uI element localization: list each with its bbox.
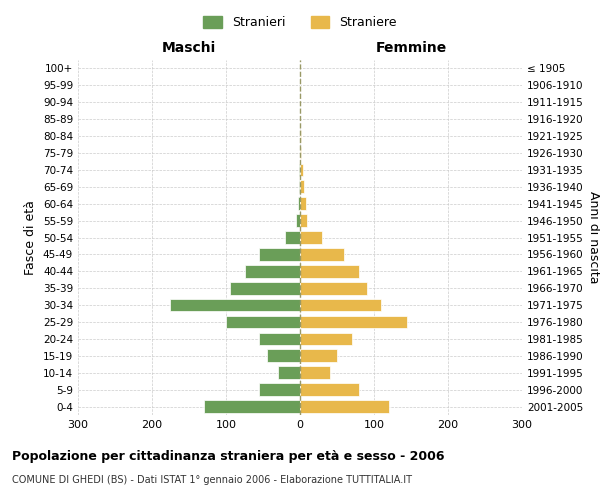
Bar (285, 231, 300, 244)
Bar (259, 248, 300, 260)
Bar (300, 350, 337, 362)
Bar (299, 180, 300, 193)
Bar (266, 350, 300, 362)
Bar (278, 366, 300, 379)
Y-axis label: Anni di nascita: Anni di nascita (587, 191, 600, 284)
Text: COMUNE DI GHEDI (BS) - Dati ISTAT 1° gennaio 2006 - Elaborazione TUTTITALIA.IT: COMUNE DI GHEDI (BS) - Dati ISTAT 1° gen… (12, 475, 412, 485)
Bar (300, 130, 301, 142)
Bar (300, 299, 382, 312)
Bar (245, 265, 300, 278)
Bar (300, 146, 301, 160)
Bar (300, 366, 329, 379)
Bar (300, 231, 322, 244)
Bar (259, 332, 300, 345)
Bar (259, 384, 300, 396)
Bar (296, 214, 300, 227)
Bar (170, 299, 300, 312)
Bar (300, 265, 359, 278)
Bar (226, 316, 300, 328)
Bar (298, 198, 300, 210)
Bar (300, 384, 359, 396)
Legend: Stranieri, Straniere: Stranieri, Straniere (198, 11, 402, 34)
Bar (300, 164, 303, 176)
Bar (300, 248, 344, 260)
Text: Maschi: Maschi (162, 41, 216, 55)
Bar (300, 332, 352, 345)
Bar (300, 400, 389, 413)
Text: Popolazione per cittadinanza straniera per età e sesso - 2006: Popolazione per cittadinanza straniera p… (12, 450, 445, 463)
Bar (300, 214, 307, 227)
Bar (300, 316, 407, 328)
Bar (230, 282, 300, 294)
Y-axis label: Fasce di età: Fasce di età (25, 200, 37, 275)
Bar (204, 400, 300, 413)
Text: Femmine: Femmine (376, 41, 446, 55)
Bar (300, 198, 306, 210)
Bar (300, 180, 304, 193)
Bar (299, 164, 300, 176)
Bar (300, 282, 367, 294)
